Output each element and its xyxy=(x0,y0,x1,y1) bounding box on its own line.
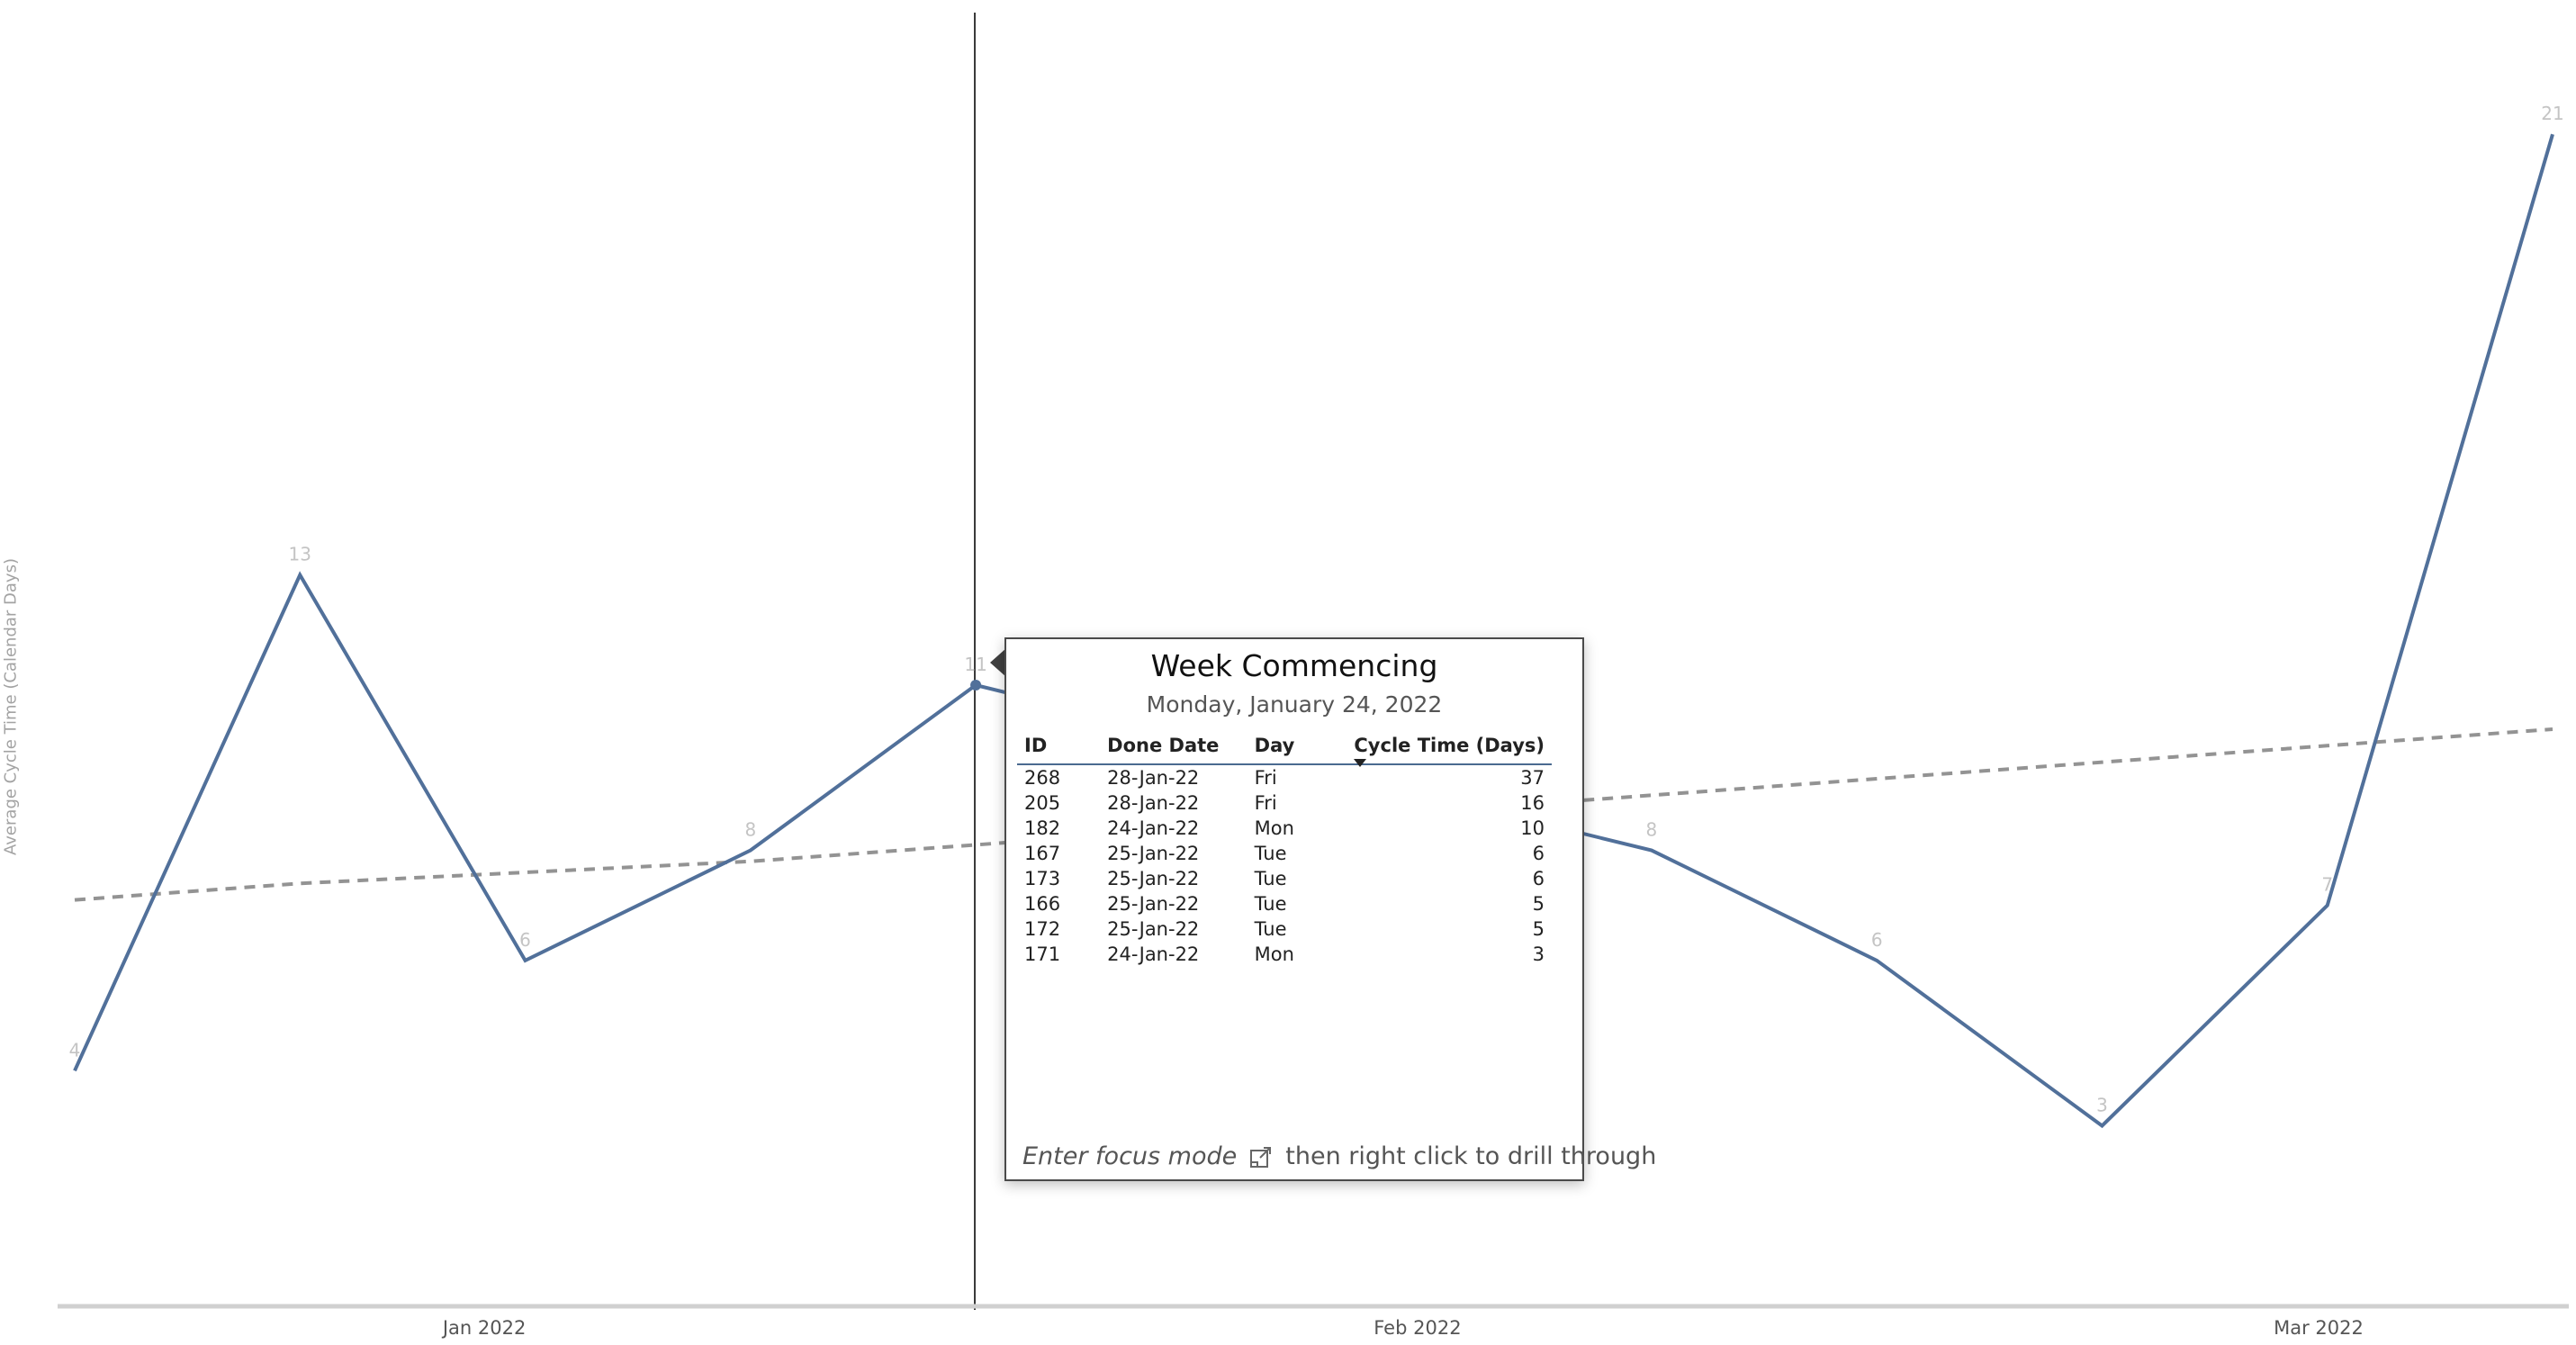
cell-id: 268 xyxy=(1024,767,1061,789)
table-row[interactable]: 172 25-Jan-22 Tue 5 xyxy=(1017,916,1552,942)
table-row[interactable]: 268 28-Jan-22 Fri 37 xyxy=(1017,764,1552,790)
cell-done-date: 28-Jan-22 xyxy=(1107,792,1200,814)
cell-cycle-time: 16 xyxy=(1520,792,1545,814)
tooltip-table-header-row: ID Done Date Day Cycle Time (Days) xyxy=(1017,733,1552,767)
data-label: 3 xyxy=(2096,1094,2108,1115)
tooltip-table-body: 268 28-Jan-22 Fri 37 205 28-Jan-22 Fri 16 182 24-… xyxy=(1017,764,1552,967)
column-header-day[interactable]: Day xyxy=(1247,733,1347,765)
data-label: 6 xyxy=(519,929,531,951)
column-header-cycle-time[interactable]: Cycle Time (Days) xyxy=(1347,733,1552,767)
cell-id: 205 xyxy=(1024,792,1061,814)
data-label: 13 xyxy=(289,544,311,565)
cell-id: 166 xyxy=(1024,893,1061,915)
cell-done-date: 24-Jan-22 xyxy=(1107,943,1200,965)
cell-done-date: 24-Jan-22 xyxy=(1107,817,1200,839)
tooltip-pointer xyxy=(990,648,1006,677)
footer-drill-through-text: then right click to drill through xyxy=(1285,1142,1657,1170)
cell-done-date: 28-Jan-22 xyxy=(1107,767,1200,789)
data-label: 8 xyxy=(744,819,756,841)
cell-done-date: 25-Jan-22 xyxy=(1107,918,1200,940)
data-label: 21 xyxy=(2541,103,2563,124)
cell-id: 171 xyxy=(1024,943,1061,965)
cell-cycle-time: 37 xyxy=(1520,767,1545,789)
x-tick-label: Jan 2022 xyxy=(441,1317,527,1339)
footer-focus-mode-text: Enter focus mode xyxy=(1022,1142,1238,1170)
cell-cycle-time: 6 xyxy=(1532,843,1545,864)
cell-day: Tue xyxy=(1254,918,1287,940)
data-label: 4 xyxy=(69,1039,81,1061)
data-label: 11 xyxy=(964,654,986,675)
tooltip-subtitle: Monday, January 24, 2022 xyxy=(1146,691,1443,718)
data-label: 8 xyxy=(1646,819,1658,841)
cell-id: 172 xyxy=(1024,918,1061,940)
table-row[interactable]: 205 28-Jan-22 Fri 16 xyxy=(1017,790,1552,816)
cell-done-date: 25-Jan-22 xyxy=(1107,868,1200,889)
highlighted-data-point[interactable] xyxy=(970,680,982,691)
trend-line-layer xyxy=(74,727,2553,902)
cell-cycle-time: 10 xyxy=(1520,817,1545,839)
tooltip-card: Week Commencing Monday, January 24, 2022… xyxy=(1004,637,1656,1181)
data-label: 6 xyxy=(1871,929,1883,951)
table-row[interactable]: 182 24-Jan-22 Mon 10 xyxy=(1017,816,1552,841)
cell-id: 182 xyxy=(1024,817,1061,839)
cell-day: Fri xyxy=(1254,767,1277,789)
cell-cycle-time: 5 xyxy=(1532,918,1545,940)
column-header-done-date[interactable]: Done Date xyxy=(1100,733,1247,765)
cell-id: 167 xyxy=(1024,843,1061,864)
column-header-id[interactable]: ID xyxy=(1017,733,1101,765)
cell-day: Fri xyxy=(1254,792,1277,814)
table-row[interactable]: 167 25-Jan-22 Tue 6 xyxy=(1017,841,1552,866)
cell-cycle-time: 3 xyxy=(1532,943,1545,965)
table-row[interactable]: 166 25-Jan-22 Tue 5 xyxy=(1017,891,1552,916)
sort-descending-icon xyxy=(1354,759,1367,767)
cell-cycle-time: 6 xyxy=(1532,868,1545,889)
column-header-cycle-time-label: Cycle Time (Days) xyxy=(1354,735,1545,756)
x-tick-label: Mar 2022 xyxy=(2274,1317,2364,1339)
trend-line xyxy=(74,727,2553,902)
cell-day: Tue xyxy=(1254,893,1287,915)
cell-done-date: 25-Jan-22 xyxy=(1107,843,1200,864)
data-label: 7 xyxy=(2321,874,2333,896)
table-row[interactable]: 171 24-Jan-22 Mon 3 xyxy=(1017,942,1552,967)
x-tick-layer: Jan 2022 Feb 2022 Mar 2022 xyxy=(441,1317,2364,1339)
cell-day: Tue xyxy=(1254,843,1287,864)
tooltip-table: ID Done Date Day Cycle Time (Days) 268 28… xyxy=(1017,733,1552,967)
x-tick-label: Feb 2022 xyxy=(1374,1317,1461,1339)
table-row[interactable]: 173 25-Jan-22 Tue 6 xyxy=(1017,866,1552,891)
cell-cycle-time: 5 xyxy=(1532,893,1545,915)
cell-day: Mon xyxy=(1254,817,1294,839)
cell-day: Mon xyxy=(1254,943,1294,965)
cell-id: 173 xyxy=(1024,868,1061,889)
focus-mode-icon[interactable] xyxy=(1249,1145,1273,1169)
cell-day: Tue xyxy=(1254,868,1287,889)
y-axis-label: Average Cycle Time (Calendar Days) xyxy=(1,558,21,855)
tooltip-title: Week Commencing xyxy=(1150,648,1438,683)
tooltip-footer: Enter focus mode then right click to dri… xyxy=(1022,1142,1656,1170)
cell-done-date: 25-Jan-22 xyxy=(1107,893,1200,915)
